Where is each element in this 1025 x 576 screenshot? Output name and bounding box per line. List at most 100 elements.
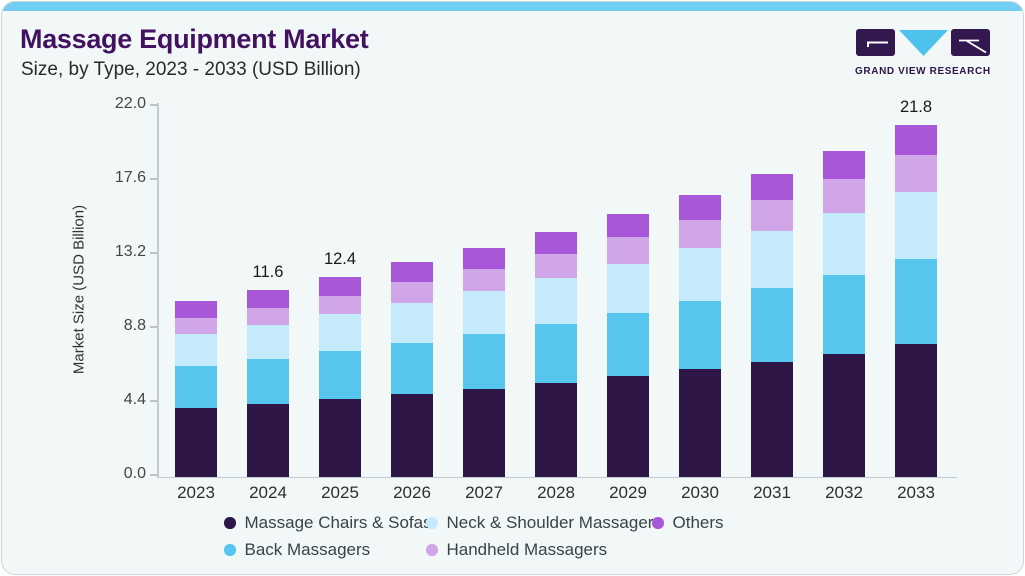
bar-total-label-2033: 21.8 — [899, 98, 933, 117]
bar-segment-2026-0 — [391, 394, 433, 477]
y-tick-label: 0.0 — [123, 465, 146, 482]
bar-segment-2030-0 — [679, 369, 721, 477]
x-tick-label-2025: 2025 — [321, 483, 359, 502]
y-tick-mark — [150, 104, 157, 106]
bar-segment-2027-4 — [463, 247, 505, 269]
x-tick-label-2030: 2030 — [681, 483, 719, 502]
x-tick-label-2023: 2023 — [177, 483, 215, 502]
legend-dot-icon — [426, 517, 438, 529]
bar-segment-2026-4 — [391, 262, 433, 283]
bar-segment-2033-3 — [895, 155, 937, 193]
bar-segment-2027-0 — [463, 388, 505, 477]
bar-segment-2023-2 — [175, 334, 217, 367]
bar-segment-2028-2 — [535, 277, 577, 324]
y-tick-label: 8.8 — [123, 317, 146, 334]
bar-segment-2029-0 — [607, 376, 649, 477]
bar-segment-2024-1 — [247, 359, 289, 405]
chart-legend: Massage Chairs & Sofas Neck & Shoulder Ma… — [224, 513, 812, 560]
x-tick-label-2031: 2031 — [753, 483, 791, 502]
bar-segment-2024-2 — [247, 324, 289, 360]
bar-segment-2028-3 — [535, 253, 577, 278]
legend-item: Handheld Massagers — [426, 540, 652, 560]
x-axis-line — [157, 476, 957, 478]
bar-segment-2024-0 — [247, 404, 289, 477]
legend-item: Others — [652, 513, 812, 533]
bar-segment-2033-2 — [895, 192, 937, 260]
bar-segment-2028-4 — [535, 231, 577, 254]
bar-segment-2030-4 — [679, 194, 721, 220]
bar-segment-2033-1 — [895, 259, 937, 345]
y-axis-title: Market Size (USD Billion) — [70, 204, 88, 375]
y-tick-label: 4.4 — [123, 391, 146, 408]
y-tick-mark — [150, 474, 157, 476]
bar-segment-2032-3 — [823, 179, 865, 213]
legend-label: Others — [672, 513, 724, 532]
logo-v-mark — [899, 30, 948, 56]
bar-segment-2027-3 — [463, 268, 505, 292]
legend-item: Neck & Shoulder Massagers — [426, 513, 662, 533]
bar-segment-2023-1 — [175, 366, 217, 409]
legend-label: Handheld Massagers — [446, 540, 608, 559]
legend-label: Back Massagers — [244, 540, 371, 559]
bar-segment-2031-2 — [751, 231, 793, 289]
legend-item: Back Massagers — [224, 540, 426, 560]
bar-segment-2025-2 — [319, 314, 361, 352]
y-tick-mark — [150, 252, 157, 254]
chart-subtitle: Size, by Type, 2023 - 2033 (USD Billion) — [21, 59, 361, 80]
y-axis-line — [157, 103, 159, 477]
legend-dot-icon — [426, 544, 438, 556]
legend-label: Neck & Shoulder Massagers — [446, 513, 662, 532]
x-tick-label-2024: 2024 — [249, 483, 287, 502]
bar-segment-2029-3 — [607, 237, 649, 264]
bar-total-label-2025: 12.4 — [323, 249, 357, 268]
x-tick-label-2032: 2032 — [825, 483, 863, 502]
bar-segment-2026-3 — [391, 282, 433, 303]
y-tick-label: 17.6 — [114, 169, 146, 186]
x-tick-label-2033: 2033 — [897, 483, 935, 502]
page-title: Massage Equipment Market — [20, 24, 369, 54]
grand-view-research-logo-icon — [856, 29, 990, 56]
legend-dot-icon — [224, 517, 236, 529]
bar-segment-2032-2 — [823, 212, 865, 275]
bar-segment-2027-2 — [463, 291, 505, 334]
bar-segment-2028-0 — [535, 382, 577, 477]
legend-dot-icon — [652, 517, 664, 529]
bar-segment-2025-3 — [319, 295, 361, 315]
accent-strip — [2, 2, 1023, 11]
legend-label: Massage Chairs & Sofas — [244, 513, 432, 532]
bar-segment-2028-1 — [535, 323, 577, 383]
bar-segment-2026-1 — [391, 342, 433, 395]
y-tick-label: 22.0 — [114, 95, 146, 112]
bar-segment-2025-1 — [319, 351, 361, 400]
bar-segment-2030-3 — [679, 219, 721, 248]
x-tick-label-2029: 2029 — [609, 483, 647, 502]
bar-segment-2025-0 — [319, 399, 361, 477]
bar-segment-2033-0 — [895, 344, 937, 477]
bar-segment-2031-1 — [751, 288, 793, 362]
bar-segment-2029-4 — [607, 213, 649, 238]
y-tick-mark — [150, 178, 157, 180]
bar-segment-2029-2 — [607, 263, 649, 313]
bar-segment-2033-4 — [895, 125, 937, 155]
bar-segment-2023-4 — [175, 301, 217, 319]
logo-wordmark: GRAND VIEW RESEARCH — [855, 66, 991, 77]
gvr-logo: GRAND VIEW RESEARCH — [855, 28, 1005, 77]
bar-segment-2031-3 — [751, 200, 793, 232]
y-tick-label: 13.2 — [114, 243, 146, 260]
y-tick-mark — [150, 400, 157, 402]
x-tick-label-2028: 2028 — [537, 483, 575, 502]
bar-segment-2024-4 — [247, 289, 289, 308]
bar-segment-2030-1 — [679, 301, 721, 370]
bar-segment-2023-0 — [175, 408, 217, 477]
bar-segment-2023-3 — [175, 318, 217, 335]
legend-item: Massage Chairs & Sofas — [224, 513, 432, 533]
bar-segment-2031-4 — [751, 173, 793, 201]
x-tick-label-2026: 2026 — [393, 483, 431, 502]
legend-dot-icon — [224, 544, 236, 556]
bar-segment-2032-0 — [823, 353, 865, 477]
bar-total-label-2024: 11.6 — [252, 262, 284, 281]
y-tick-mark — [150, 326, 157, 328]
bar-segment-2026-2 — [391, 302, 433, 343]
bar-segment-2032-4 — [823, 150, 865, 180]
x-tick-label-2027: 2027 — [465, 483, 503, 502]
